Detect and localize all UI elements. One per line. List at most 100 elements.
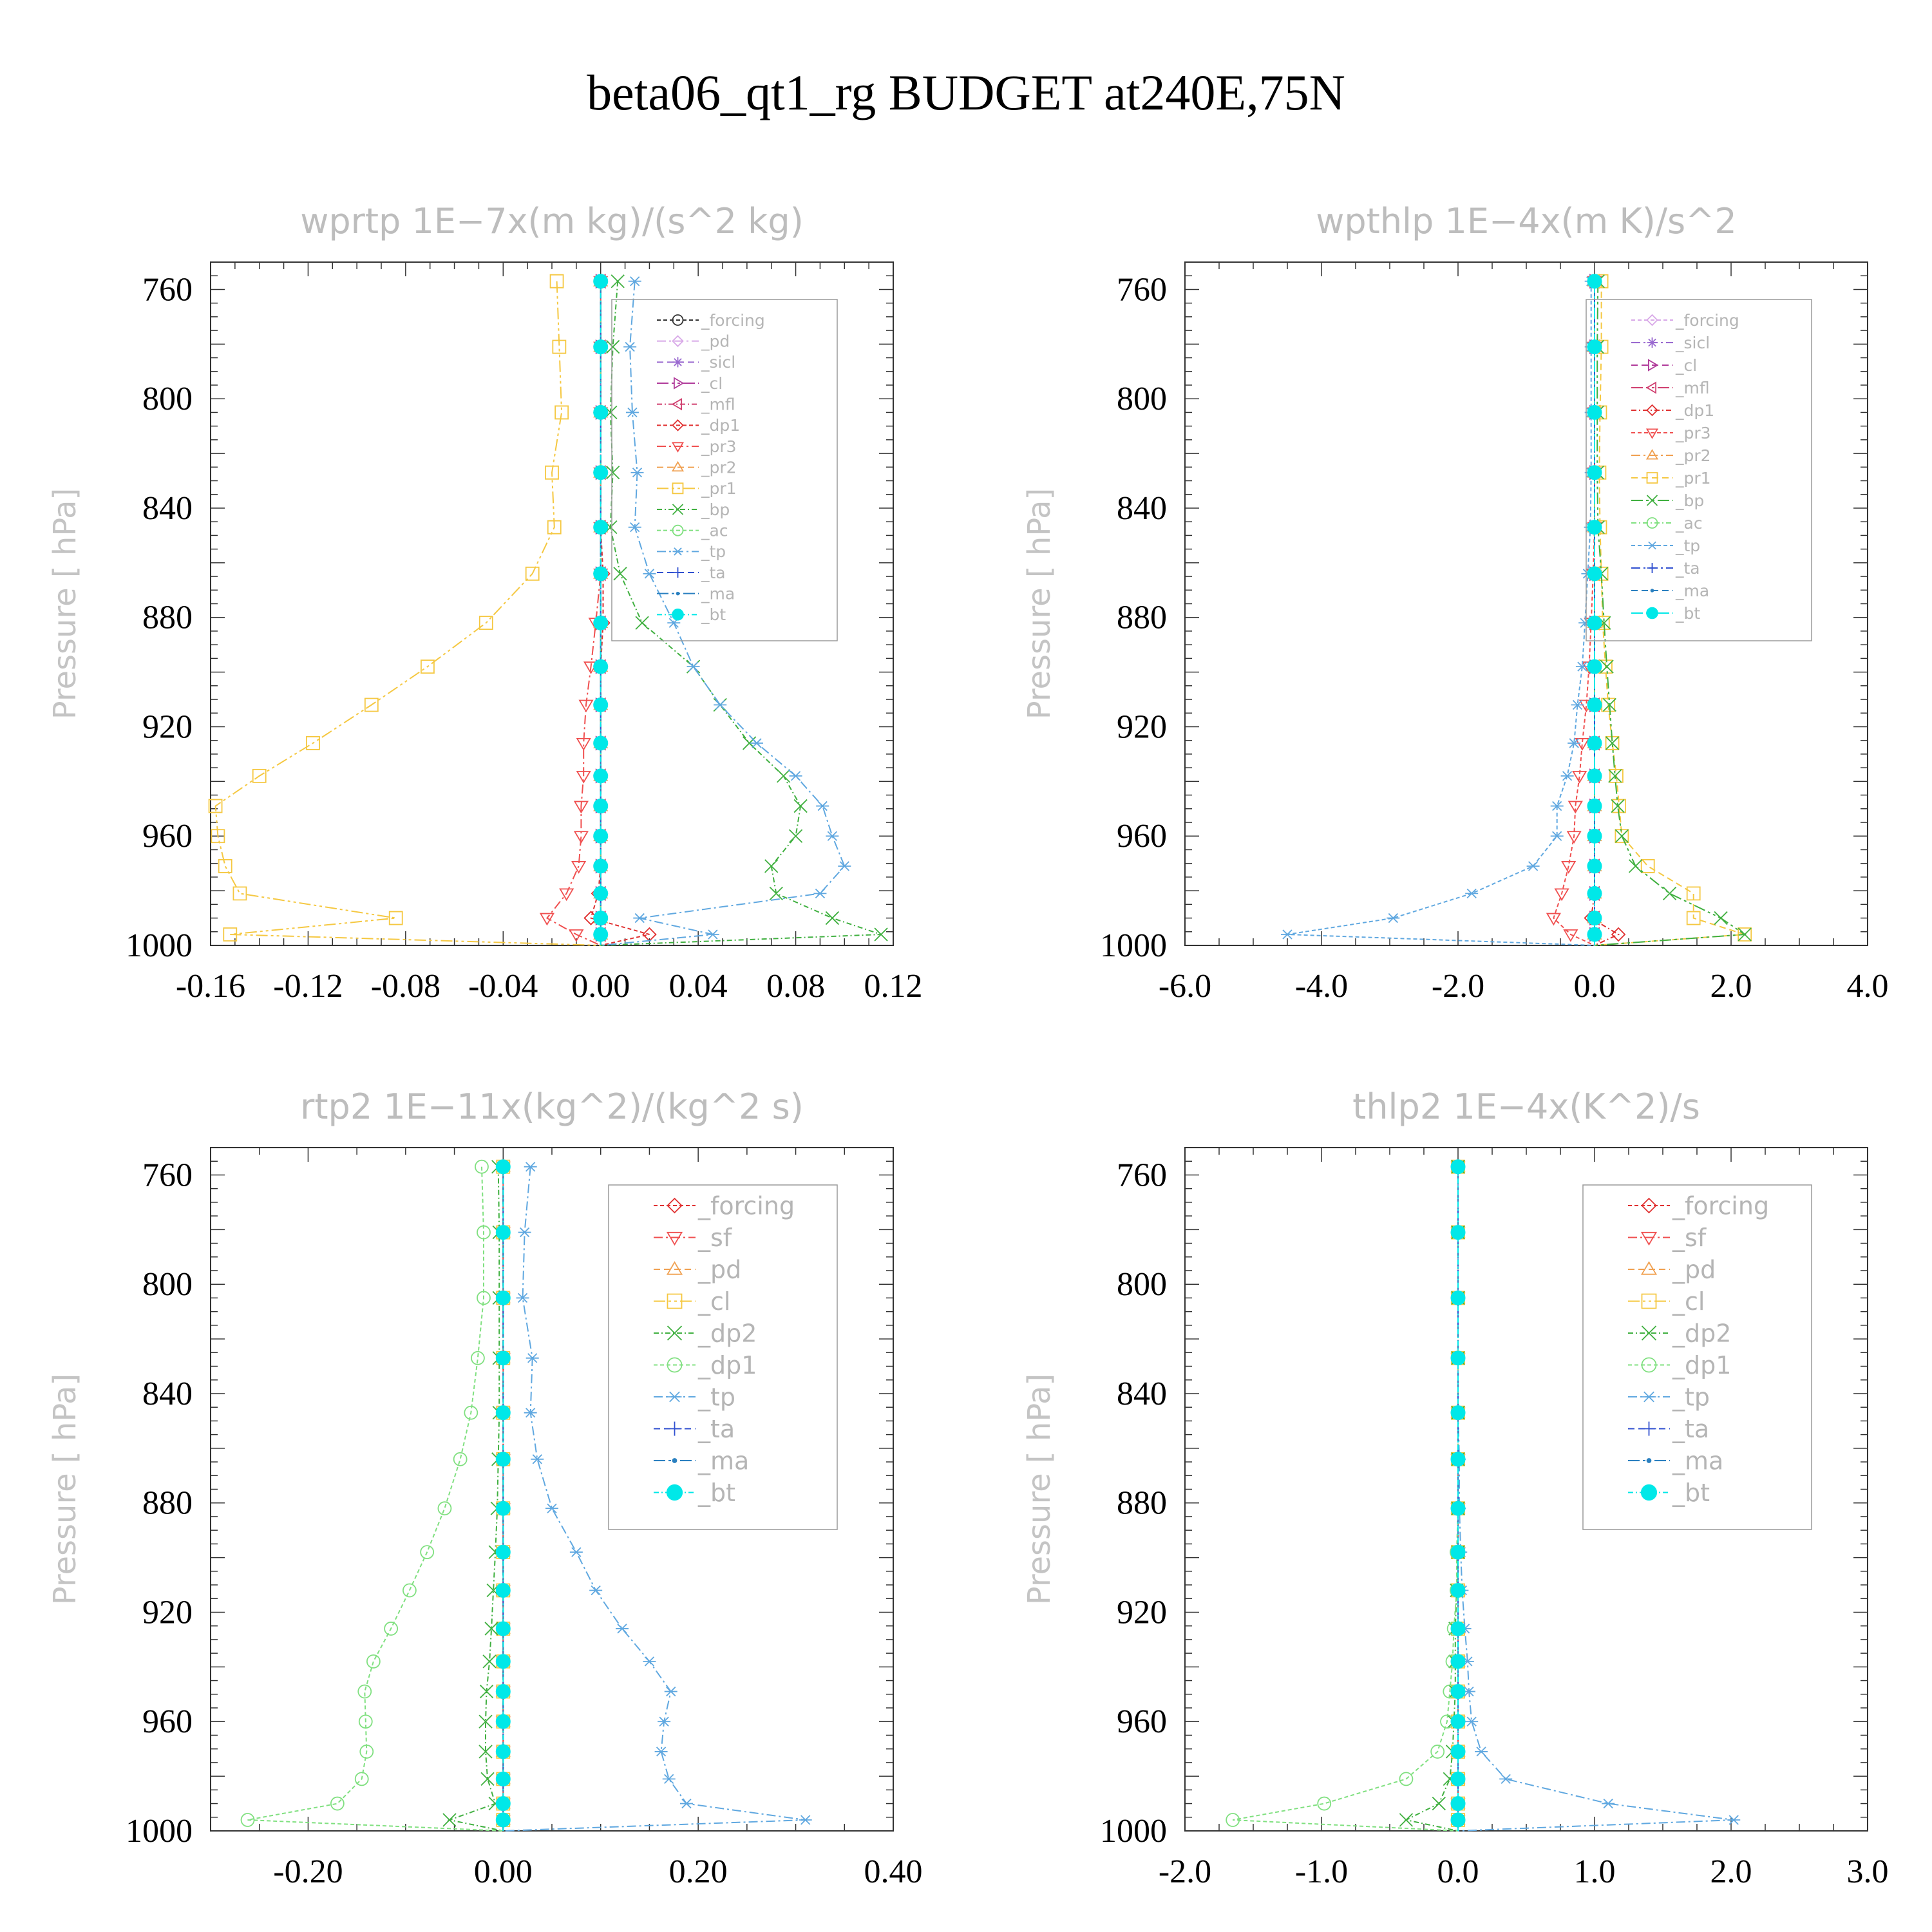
series-line-bp xyxy=(1594,281,1747,946)
legend-entry-label: _cl xyxy=(697,1287,730,1316)
data-point-bp-shape xyxy=(606,339,620,354)
data-point-pr1-shape xyxy=(1612,799,1627,813)
panel-title: thlp2 1E−4x(K^2)/s xyxy=(1352,1086,1700,1127)
data-point-pr3 xyxy=(1572,770,1587,784)
data-point-dp1-shape xyxy=(1611,927,1626,942)
data-point-pr1-shape xyxy=(223,927,238,942)
legend-marker-shape xyxy=(1650,589,1654,592)
legend-marker-shape xyxy=(674,377,685,390)
data-point-pr3-shape xyxy=(1546,913,1561,926)
data-point-tp xyxy=(524,1408,537,1418)
data-point-bt xyxy=(1450,1501,1466,1516)
data-point-bp-shape xyxy=(1628,859,1643,873)
data-point-bt-shape xyxy=(1450,1452,1466,1467)
data-point-tp-shape xyxy=(1465,888,1479,898)
data-point-pr1 xyxy=(1612,799,1627,813)
data-point-dp1 xyxy=(1399,1772,1414,1786)
legend-marker xyxy=(1647,563,1658,573)
data-point-dp1-shape xyxy=(477,1225,491,1240)
y-tick-label: 800 xyxy=(1117,1266,1167,1303)
data-point-pr1 xyxy=(525,566,540,581)
data-point-tp-shape xyxy=(518,1227,531,1238)
legend-marker xyxy=(672,547,683,556)
legend-marker-shape xyxy=(1646,404,1658,417)
data-point-dp1 xyxy=(1317,1796,1332,1811)
y-tick-label: 760 xyxy=(142,271,193,308)
legend-box xyxy=(611,299,838,641)
data-point-bp-shape xyxy=(613,567,627,581)
legend-marker-shape xyxy=(1641,1197,1657,1214)
data-point-bt-shape xyxy=(593,768,609,784)
data-point-dp1-shape xyxy=(477,1291,491,1305)
data-point-tp-shape xyxy=(654,1747,668,1757)
y-axis-label: Pressure [ hPa] xyxy=(1021,488,1057,720)
series-line-tp xyxy=(1287,281,1595,946)
data-point-bp xyxy=(793,799,808,813)
legend-entry-label: _ta xyxy=(697,1415,735,1443)
legend-marker xyxy=(672,1458,677,1463)
legend-marker xyxy=(1642,1421,1656,1436)
y-axis-label: Pressure [ hPa] xyxy=(1021,1374,1057,1605)
data-point-bt-shape xyxy=(495,1225,511,1240)
data-point-tp-shape xyxy=(516,1293,529,1303)
data-point-pr3 xyxy=(569,929,584,942)
legend-marker xyxy=(667,1391,682,1403)
y-tick-label: 880 xyxy=(1117,600,1167,636)
data-point-dp1-shape xyxy=(384,1622,399,1636)
data-point-tp-shape xyxy=(526,1353,539,1363)
data-point-tp xyxy=(789,771,802,781)
series-group xyxy=(208,273,888,946)
legend-marker xyxy=(1646,314,1658,327)
data-point-bt xyxy=(1587,911,1602,926)
data-point-bt-shape xyxy=(1587,858,1602,874)
data-point-pr3 xyxy=(573,831,589,844)
legend-marker-shape xyxy=(667,1357,683,1373)
data-point-bt-shape xyxy=(495,1771,511,1786)
data-point-dp2 xyxy=(1399,1813,1414,1827)
data-point-bt-shape xyxy=(593,520,609,535)
data-point-bp-shape xyxy=(743,736,757,750)
data-point-pr3 xyxy=(578,699,594,713)
legend-marker xyxy=(671,442,685,453)
data-point-tp xyxy=(633,913,647,923)
y-tick-label: 920 xyxy=(1117,708,1167,745)
data-point-bt-shape xyxy=(1450,1654,1466,1669)
data-point-bp xyxy=(1608,769,1622,783)
y-tick-label: 920 xyxy=(142,1594,193,1631)
data-point-bt-shape xyxy=(1450,1583,1466,1598)
data-point-tp-shape xyxy=(687,661,700,672)
data-point-tp xyxy=(630,468,644,478)
legend-marker-shape xyxy=(1646,314,1658,327)
data-point-bt-shape xyxy=(1450,1621,1466,1636)
legend-entry-label: _pd xyxy=(1672,1255,1716,1283)
data-point-pr3-shape xyxy=(578,699,594,713)
legend-entry-label: _forcing xyxy=(701,311,765,330)
legend-entry-label: _pd xyxy=(697,1255,741,1283)
data-point-bt-shape xyxy=(1587,659,1602,674)
legend-marker-shape xyxy=(1640,1261,1658,1275)
data-point-tp xyxy=(658,1716,671,1727)
data-point-tp xyxy=(664,1686,677,1697)
legend-marker-shape xyxy=(667,1197,683,1214)
data-point-pr3 xyxy=(573,800,589,814)
data-point-bt xyxy=(1450,1225,1466,1240)
data-point-bt xyxy=(593,339,609,355)
data-point-dp1-shape xyxy=(359,1745,374,1759)
data-point-pr1 xyxy=(232,886,247,901)
legend-marker xyxy=(672,567,683,578)
data-point-bt-shape xyxy=(1587,615,1602,630)
y-tick-label: 760 xyxy=(142,1157,193,1193)
data-point-pr3-shape xyxy=(573,800,589,814)
data-point-bt xyxy=(1587,404,1602,420)
data-point-pr3-shape xyxy=(571,861,587,874)
data-point-pr1 xyxy=(218,859,232,873)
data-point-pr1 xyxy=(1609,768,1624,783)
data-point-bt xyxy=(1450,1350,1466,1366)
panel-title: wprtp 1E−7x(m kg)/(s^2 kg) xyxy=(300,201,804,242)
legend-entry-label: _dp2 xyxy=(1672,1319,1731,1347)
data-point-pr1-shape xyxy=(218,859,232,873)
data-point-tp-shape xyxy=(664,1686,677,1697)
series-line-dp2 xyxy=(447,1166,504,1832)
legend-marker xyxy=(671,460,685,472)
data-point-dp1-shape xyxy=(354,1772,369,1786)
